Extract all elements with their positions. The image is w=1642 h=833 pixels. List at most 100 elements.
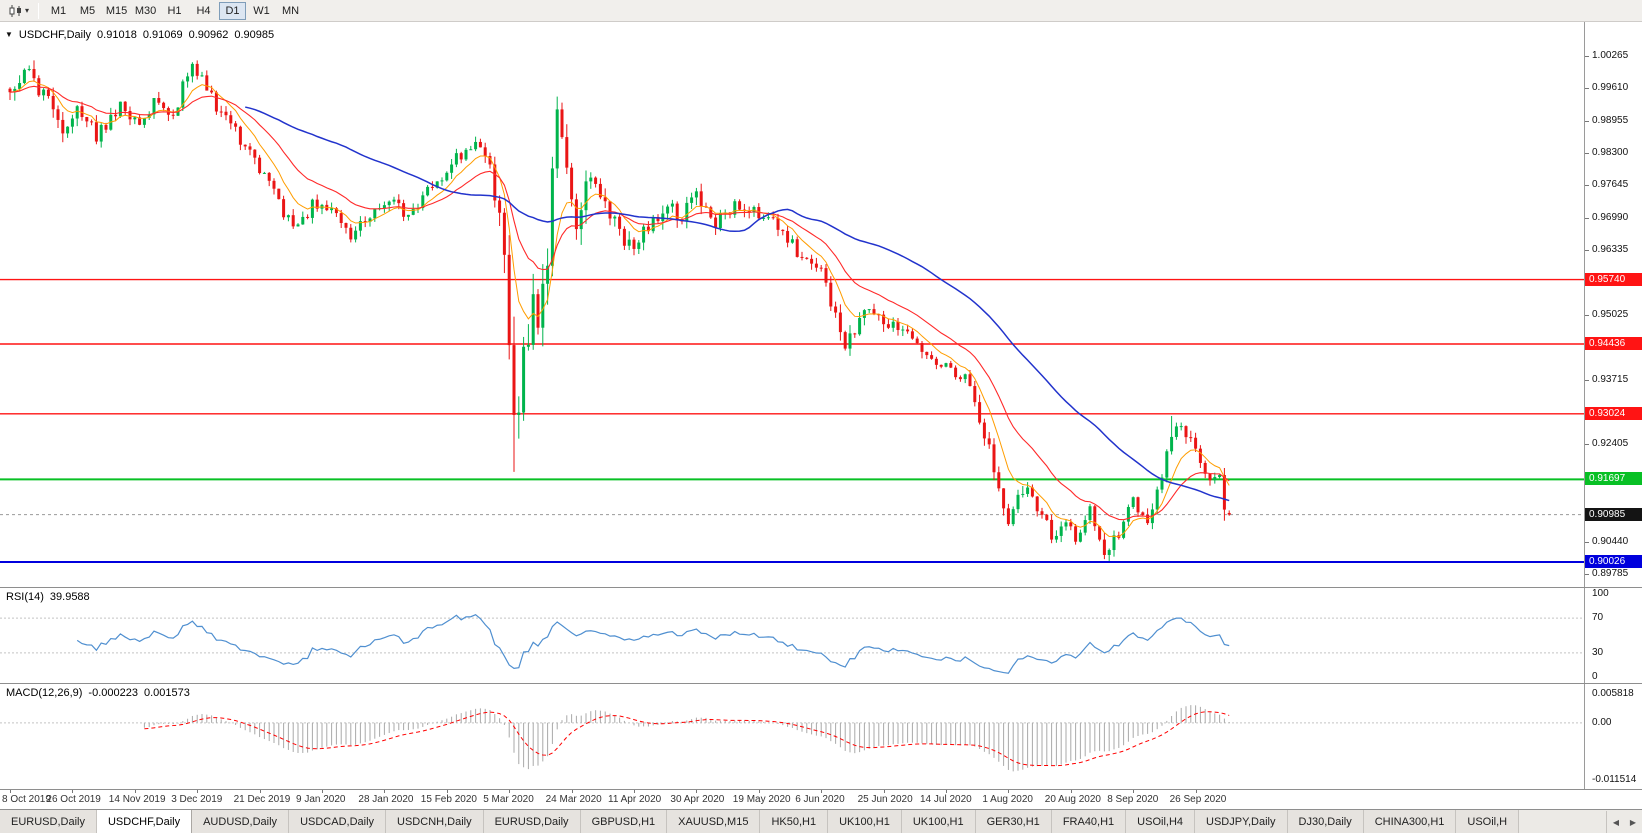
chart-tab-eurusd-daily[interactable]: EURUSD,Daily — [0, 810, 97, 833]
price-axis-tick: 0.96335 — [1592, 244, 1629, 256]
date-axis-tick-mark — [946, 790, 947, 793]
macd-signal-value: 0.001573 — [143, 687, 190, 699]
chart-tab-xauusd-m15[interactable]: XAUUSD,M15 — [667, 810, 761, 833]
rsi-indicator-panel[interactable]: RSI(14) 39.9588 100 70 30 0 — [0, 587, 1642, 683]
chart-tab-gbpusd-h1[interactable]: GBPUSD,H1 — [580, 810, 668, 833]
chart-tab-dj30-daily[interactable]: DJ30,Daily — [1287, 810, 1364, 833]
date-axis-label: 26 Oct 2019 — [46, 794, 101, 805]
macd-axis-tick: 0.005818 — [1592, 687, 1634, 699]
price-axis-tick-mark — [1585, 314, 1589, 316]
date-axis[interactable]: 8 Oct 2019 26 Oct 2019 14 Nov 2019 3 Dec 20… — [0, 789, 1642, 809]
rsi-axis-tick: 70 — [1592, 612, 1604, 624]
chart-tab-china300-h1[interactable]: CHINA300,H1 — [1363, 810, 1457, 833]
price-badge-resistance-line: 0.93024 — [1585, 406, 1642, 420]
chart-tab-audusd-daily[interactable]: AUDUSD,Daily — [192, 810, 290, 833]
moving-average-line-3 — [245, 106, 1230, 502]
price-axis-tick-mark — [1585, 217, 1589, 219]
chart-type-button[interactable]: ▾ — [4, 3, 33, 19]
date-axis-tick-mark — [883, 790, 885, 793]
chart-symbol-label: USDCHF,Daily — [18, 29, 92, 41]
date-axis-tick-mark — [384, 790, 386, 793]
chart-tab-ger30-h1[interactable]: GER30,H1 — [975, 810, 1052, 833]
date-axis-label: 11 Apr 2020 — [608, 794, 662, 805]
chart-tab-usoil-h[interactable]: USOil,H — [1456, 810, 1520, 833]
date-axis-tick-mark — [322, 790, 323, 793]
chevron-down-icon[interactable]: ▾ — [25, 5, 30, 15]
rsi-indicator-value: 39.9588 — [49, 591, 90, 603]
price-axis-tick: 0.95025 — [1592, 308, 1629, 320]
ohlc-open-value: 0.91018 — [97, 29, 137, 41]
price-axis-tick: 0.97645 — [1592, 179, 1629, 191]
timeframe-toolbar: ▾ M1 M5 M15 M30 H1 H4 D1 W1 MN — [0, 0, 1642, 22]
chart-tab-fra40-h1[interactable]: FRA40,H1 — [1051, 810, 1127, 833]
price-axis-tick: 0.92405 — [1592, 438, 1629, 450]
price-axis[interactable]: 1.00265 0.99610 0.98955 0.98300 0.97645 0.969… — [1584, 22, 1642, 587]
chart-tab-usdchf-daily[interactable]: USDCHF,Daily — [96, 810, 193, 833]
date-axis-tick-mark — [197, 790, 199, 793]
chart-tab-usdjpy-daily[interactable]: USDJPY,Daily — [1195, 810, 1288, 833]
price-axis-tick: 0.98955 — [1592, 114, 1629, 126]
date-axis-label: 15 Feb 2020 — [420, 794, 477, 805]
price-badge-resistance-line: 0.94436 — [1585, 336, 1642, 350]
macd-indicator-panel[interactable]: MACD(12,26,9) -0.000223 0.001573 0.00581… — [0, 683, 1642, 789]
ohlc-close-value: 0.90985 — [234, 29, 275, 41]
timeframe-button-m5[interactable]: M5 — [79, 4, 96, 17]
macd-histogram — [143, 705, 1230, 772]
chart-tab-usoil-h4[interactable]: USOil,H4 — [1126, 810, 1196, 833]
date-axis-tick-mark — [509, 790, 511, 793]
timeframe-buttons-group: M1 M5 M15 M30 H1 H4 D1 W1 MN — [44, 1, 305, 20]
timeframe-button-mn[interactable]: MN — [281, 4, 300, 17]
rsi-label: RSI(14) 39.9588 — [6, 591, 90, 603]
main-chart-panel[interactable]: ▼ USDCHF,Daily 0.91018 0.91069 0.90962 0… — [0, 22, 1642, 587]
chart-tab-usdcad-daily[interactable]: USDCAD,Daily — [289, 810, 387, 833]
timeframe-button-m30[interactable]: M30 — [134, 4, 157, 17]
price-axis-tick-mark — [1585, 185, 1589, 187]
timeframe-button-d1[interactable]: D1 — [219, 1, 247, 20]
chart-tab-usdcnh-daily[interactable]: USDCNH,Daily — [386, 810, 484, 833]
tab-scroll-controls: ◀ ▶ — [1606, 811, 1642, 833]
timeframe-button-m1[interactable]: M1 — [50, 4, 67, 17]
date-axis-label: 20 Aug 2020 — [1044, 794, 1101, 805]
date-axis-label: 8 Oct 2019 — [2, 794, 51, 805]
chart-header: ▼ USDCHF,Daily 0.91018 0.91069 0.90962 0… — [5, 29, 274, 41]
date-axis-tick-mark — [1070, 790, 1072, 793]
timeframe-button-w1[interactable]: W1 — [253, 4, 270, 17]
candles-group — [8, 60, 1231, 561]
date-axis-tick-mark — [1195, 790, 1197, 793]
date-axis-tick-mark — [134, 790, 136, 793]
chart-tab-eurusd-daily[interactable]: EURUSD,Daily — [483, 810, 581, 833]
macd-plot — [0, 705, 1584, 772]
macd-axis-tick: 0.00 — [1592, 716, 1612, 728]
timeframe-button-h4[interactable]: H4 — [196, 4, 211, 17]
price-axis-tick: 0.96990 — [1592, 211, 1629, 223]
price-axis-tick-mark — [1585, 379, 1589, 381]
rsi-line — [76, 613, 1230, 674]
date-axis-tick-mark — [634, 790, 635, 793]
price-axis-tick-mark — [1585, 152, 1589, 154]
date-axis-label: 14 Jul 2020 — [920, 794, 972, 805]
ohlc-high-value: 0.91069 — [142, 29, 183, 41]
scroll-tabs-right-button[interactable]: ▶ — [1629, 817, 1637, 827]
date-axis-tick-mark — [1133, 790, 1135, 793]
date-axis-label: 25 Jun 2020 — [857, 794, 913, 805]
toolbar-separator — [38, 2, 40, 19]
price-axis-tick-mark — [1585, 444, 1589, 446]
rsi-axis: 100 70 30 0 — [1584, 588, 1642, 683]
timeframe-button-h1[interactable]: H1 — [167, 4, 182, 17]
price-axis-tick-mark — [1585, 541, 1589, 543]
date-axis-label: 3 Dec 2019 — [171, 794, 223, 805]
date-axis-tick-mark — [696, 790, 698, 793]
ohlc-low-value: 0.90962 — [188, 29, 229, 41]
price-chart-plot[interactable] — [0, 22, 1584, 587]
collapse-chart-icon[interactable]: ▼ — [5, 30, 13, 39]
date-axis-tick-mark — [10, 790, 11, 793]
chart-tab-uk100-h1[interactable]: UK100,H1 — [901, 810, 976, 833]
timeframe-button-m15[interactable]: M15 — [105, 4, 128, 17]
scroll-tabs-left-button[interactable]: ◀ — [1612, 817, 1620, 827]
chart-tab-uk100-h1[interactable]: UK100,H1 — [828, 810, 902, 833]
date-axis-tick-mark — [821, 790, 823, 793]
date-axis-label: 21 Dec 2019 — [233, 794, 291, 805]
chart-tab-hk50-h1[interactable]: HK50,H1 — [760, 810, 829, 833]
date-axis-label: 9 Jan 2020 — [296, 794, 346, 805]
date-axis-tick-mark — [571, 790, 573, 793]
